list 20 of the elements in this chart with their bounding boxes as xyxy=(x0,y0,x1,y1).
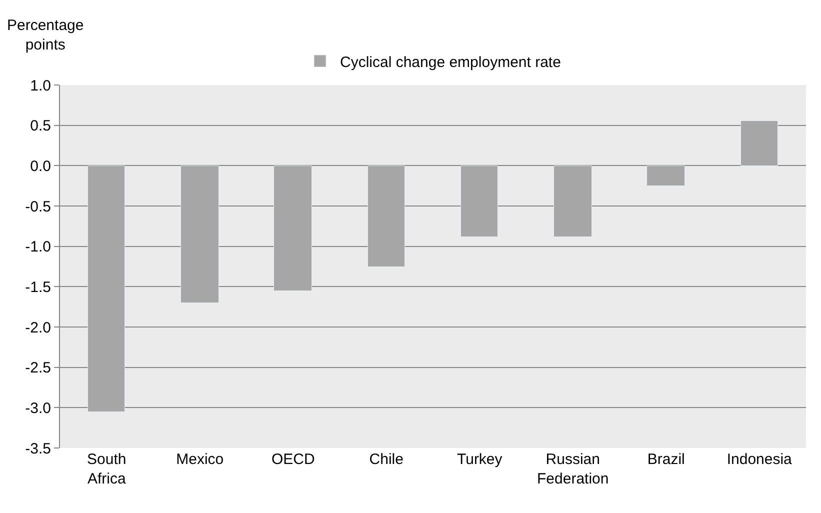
y-tick-label: -1.0 xyxy=(25,238,51,256)
x-tick-label: Turkey xyxy=(456,451,503,468)
y-tick-label: -2.5 xyxy=(25,360,51,377)
x-tick-label: Brazil xyxy=(647,451,685,468)
y-tick-label: 0.5 xyxy=(30,118,51,135)
legend-label: Cyclical change employment rate xyxy=(340,54,561,71)
y-tick-label: -3.5 xyxy=(25,440,51,458)
y-tick-label: -1.5 xyxy=(25,278,51,296)
x-tick-label: South Africa xyxy=(87,451,126,488)
y-tick-label: -2.0 xyxy=(25,319,51,336)
y-tick-label: 0.0 xyxy=(30,158,51,175)
x-tick-label: Mexico xyxy=(176,451,224,468)
y-axis-title: Percentage points xyxy=(7,17,84,54)
y-tick-label: -3.0 xyxy=(25,400,51,417)
y-tick-label: -0.5 xyxy=(25,198,51,216)
x-tick-label: Chile xyxy=(369,451,404,468)
x-tick-label: Indonesia xyxy=(726,451,793,468)
x-tick-label: OECD xyxy=(271,451,315,468)
x-tick-label: Russian Federation xyxy=(537,451,609,488)
y-tick-label: 1.0 xyxy=(30,77,51,94)
